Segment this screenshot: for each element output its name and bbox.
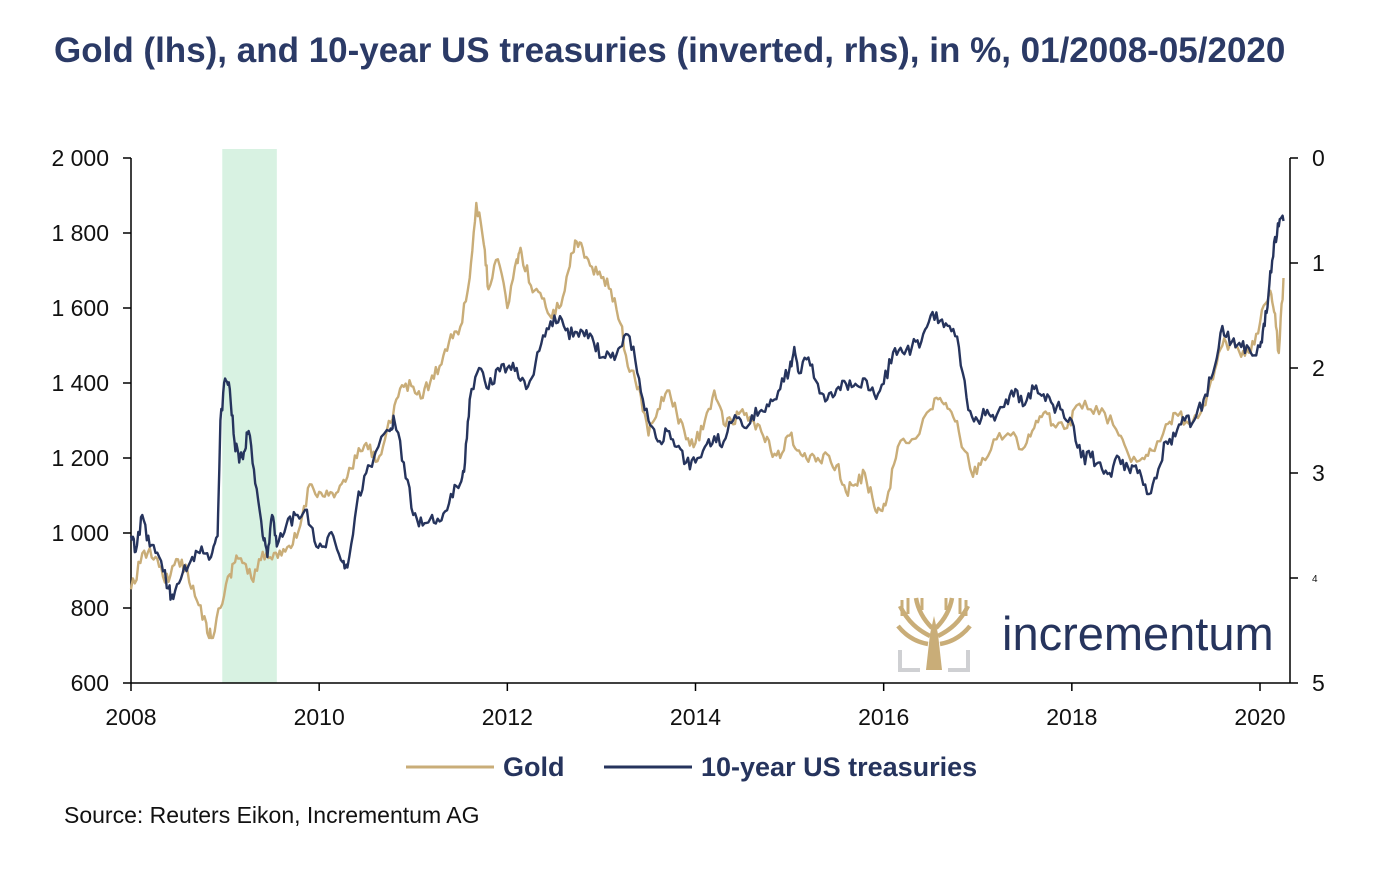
right-tick-label: 5: [1312, 670, 1325, 696]
x-tick-label: 2014: [670, 704, 721, 730]
left-tick-label: 1 800: [51, 220, 109, 246]
series-group: [129, 201, 1285, 640]
x-tick-label: 2010: [294, 704, 345, 730]
logo-frame-shape: [898, 650, 970, 672]
gold-series-line: [129, 201, 1285, 640]
x-tick-label: 2020: [1234, 704, 1285, 730]
left-tick-label: 1 000: [51, 520, 109, 546]
left-tick-label: 800: [71, 595, 109, 621]
right-tick-label: 3: [1312, 460, 1325, 486]
incrementum-logo: incrementum: [896, 596, 1274, 672]
treasuries-series-line: [129, 214, 1285, 601]
right-tick-label: 4: [1312, 574, 1318, 585]
right-tick-label: 1: [1312, 250, 1325, 276]
left-tick-label: 1 200: [51, 445, 109, 471]
recession-shading: [222, 149, 277, 683]
x-tick-label: 2018: [1046, 704, 1097, 730]
axes: 600 800 1 000 1 200 1 400 1 600 1 800 2 000 0 1 2 3…: [51, 145, 1324, 730]
x-tick-label: 2012: [482, 704, 533, 730]
left-tick-label: 1 400: [51, 370, 109, 396]
brand-wordmark: incrementum: [1002, 607, 1274, 660]
legend-label-gold: Gold: [503, 752, 565, 782]
tree-branches-shape: [896, 597, 972, 647]
tree-trunk-shape: [926, 616, 942, 670]
chart-title: Gold (lhs), and 10-year US treasuries (i…: [54, 31, 1286, 70]
left-tick-label: 2 000: [51, 145, 109, 171]
x-tick-label: 2008: [105, 704, 156, 730]
legend: Gold 10-year US treasuries: [406, 752, 977, 782]
plot-area: [222, 149, 277, 683]
left-tick-label: 600: [71, 670, 109, 696]
right-tick-label: 2: [1312, 355, 1325, 381]
legend-label-treasuries: 10-year US treasuries: [701, 752, 977, 782]
left-tick-label: 1 600: [51, 295, 109, 321]
x-tick-label: 2016: [858, 704, 909, 730]
source-note: Source: Reuters Eikon, Incrementum AG: [64, 802, 480, 828]
right-tick-label: 0: [1312, 145, 1325, 171]
tree-twigs-shape: [900, 598, 968, 616]
